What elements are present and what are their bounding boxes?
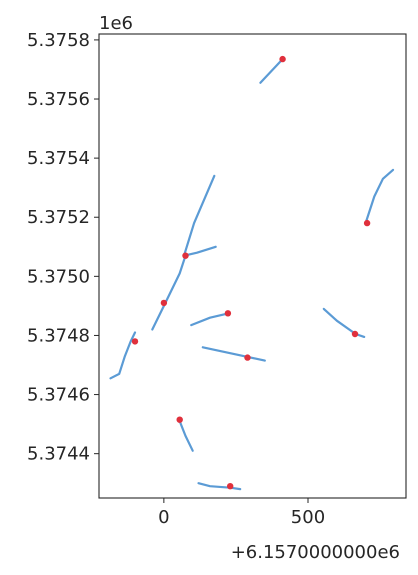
y-tick-label: 5.3748 [27, 325, 90, 346]
track-point-9 [176, 416, 183, 423]
track-point-5 [224, 310, 232, 317]
track-lines [109, 57, 395, 491]
track-point-8 [244, 354, 251, 361]
x-axis: 0 500 [158, 498, 325, 528]
track-line-9 [201, 346, 266, 362]
x-offset-label: +6.1570000000e6 [231, 542, 400, 563]
plot-frame [98, 33, 407, 499]
track-line-2 [364, 168, 395, 225]
y-axis: 5.3744 5.3746 5.3748 5.3750 5.3752 5.3754 5.37… [27, 30, 99, 465]
track-line-10 [178, 420, 194, 452]
track-point-7 [131, 338, 139, 345]
track-point-2 [363, 219, 371, 227]
track-line-7 [322, 307, 366, 338]
y-tick-label: 5.3752 [27, 207, 90, 228]
track-point-6 [351, 330, 359, 338]
y-tick-label: 5.3756 [27, 89, 90, 110]
track-point-4 [160, 299, 168, 307]
track-line-4 [182, 245, 217, 257]
track-point-3 [182, 252, 189, 259]
track-line-6 [190, 312, 230, 327]
y-tick-label: 5.3750 [27, 266, 90, 287]
y-multiplier-label: 1e6 [99, 13, 133, 34]
track-line-3 [182, 174, 216, 257]
track-point-10 [227, 483, 234, 490]
x-tick-label: 0 [158, 507, 169, 528]
track-points [131, 55, 371, 490]
track-line-1 [259, 57, 284, 84]
track-line-5 [151, 254, 187, 331]
y-tick-label: 5.3754 [27, 148, 90, 169]
y-tick-label: 5.3744 [27, 444, 90, 465]
track-line-11 [197, 482, 242, 491]
y-tick-label: 5.3746 [27, 385, 90, 406]
y-tick-label: 5.3758 [27, 30, 90, 51]
track-point-1 [279, 55, 286, 63]
track-line-8 [109, 331, 137, 380]
x-tick-label: 500 [291, 507, 325, 528]
